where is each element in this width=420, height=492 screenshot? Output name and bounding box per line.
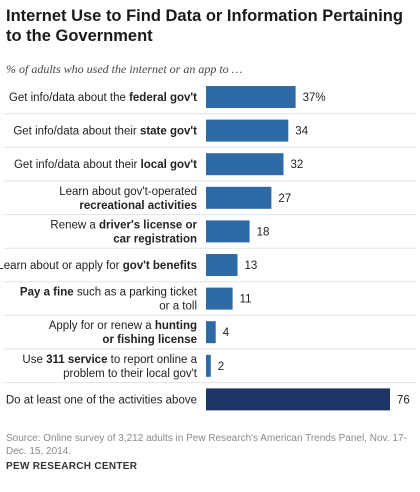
- category-label: Get info/data about their state gov't: [13, 126, 197, 138]
- category-label: Get info/data about the federal gov't: [9, 92, 197, 104]
- bar: [206, 388, 390, 411]
- value-label: 27: [278, 193, 291, 205]
- bar: [206, 254, 238, 276]
- category-label: car registration: [113, 233, 197, 245]
- bar: [206, 354, 211, 377]
- value-label: 32: [291, 159, 304, 171]
- value-label: 4: [223, 327, 230, 339]
- value-label: 18: [257, 226, 270, 238]
- category-label: Learn about gov't-operated: [59, 186, 197, 198]
- value-label: 76: [397, 394, 410, 406]
- category-label: or fishing license: [102, 334, 197, 346]
- category-label: or a toll: [159, 301, 197, 313]
- bar: [206, 186, 272, 209]
- chart-title: Internet Use to Find Data or Information…: [6, 7, 403, 45]
- category-label: Get info/data about their local gov't: [14, 159, 197, 171]
- bar: [206, 119, 289, 142]
- value-label: 2: [218, 361, 224, 373]
- value-label: 13: [245, 260, 258, 272]
- category-label: Learn about or apply for gov't benefits: [0, 260, 197, 272]
- category-label: Apply for or renew a hunting: [49, 320, 197, 332]
- category-label: Renew a driver's license or: [50, 219, 197, 231]
- bar: [206, 287, 233, 310]
- brand-label: PEW RESEARCH CENTER: [6, 461, 138, 472]
- bar: [206, 86, 296, 108]
- category-label: Do at least one of the activities above: [6, 394, 197, 406]
- value-label: 34: [295, 126, 308, 138]
- bar: [206, 153, 284, 176]
- category-label: recreational activities: [79, 200, 197, 212]
- category-label: Pay a fine such as a parking ticket: [20, 287, 198, 299]
- source-note: Source: Online survey of 3,212 adults in…: [6, 433, 407, 457]
- value-label: 37%: [303, 92, 326, 104]
- category-label: Use 311 service to report online a: [22, 354, 197, 366]
- bar: [206, 321, 216, 344]
- category-label: problem to their local gov't: [63, 368, 198, 380]
- bar: [206, 220, 250, 243]
- chart-subtitle: % of adults who used the internet or an …: [6, 62, 243, 76]
- value-label: 11: [240, 294, 252, 306]
- bar-chart: 37% Get info/data about the federal gov't…: [0, 86, 416, 411]
